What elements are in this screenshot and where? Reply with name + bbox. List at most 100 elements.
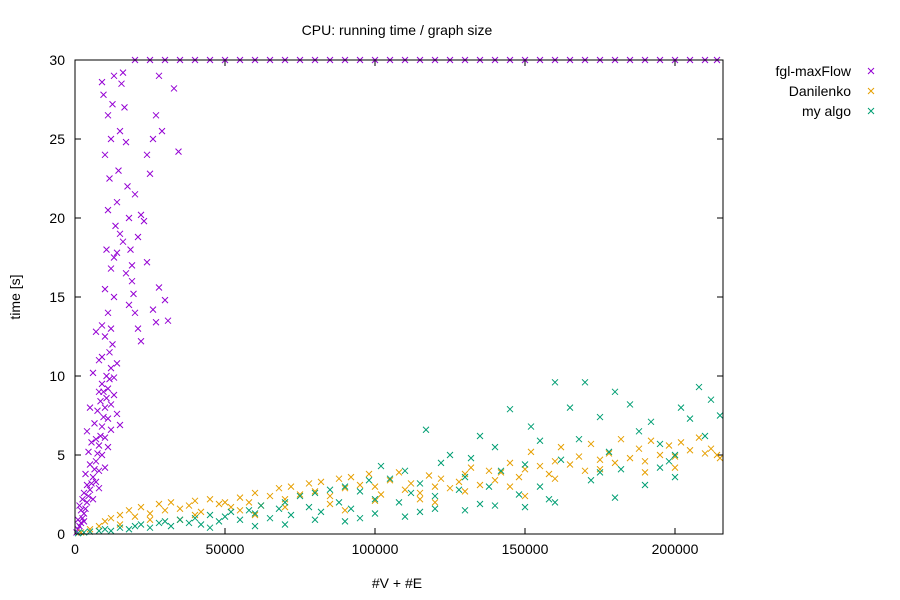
data-point — [281, 521, 289, 528]
data-point — [116, 524, 124, 532]
data-point — [107, 401, 115, 408]
data-point — [671, 464, 679, 471]
data-point — [86, 486, 94, 494]
data-point — [127, 246, 134, 253]
data-point — [80, 518, 88, 525]
legend-label: fgl-maxFlow — [776, 63, 852, 79]
data-point — [656, 464, 664, 471]
data-point — [467, 464, 475, 471]
data-point — [88, 439, 95, 446]
data-point — [143, 151, 151, 159]
data-point — [296, 491, 304, 498]
data-point — [635, 445, 643, 453]
data-point — [86, 525, 94, 533]
data-point — [551, 378, 559, 386]
data-point — [251, 489, 259, 497]
data-point — [641, 469, 649, 476]
data-point — [149, 306, 157, 313]
data-point — [164, 317, 172, 325]
data-point — [695, 383, 703, 391]
legend-marker — [867, 107, 875, 115]
data-point — [455, 478, 463, 486]
data-point — [275, 484, 283, 492]
data-point — [125, 525, 133, 533]
data-point — [407, 480, 415, 487]
x-tick-label: 100000 — [352, 541, 399, 557]
data-point — [665, 442, 673, 449]
data-point — [506, 405, 514, 413]
legend-label: my algo — [802, 103, 851, 119]
legend-marker — [867, 67, 875, 75]
data-point — [98, 353, 106, 361]
data-point — [107, 364, 115, 372]
data-point — [116, 230, 124, 238]
data-point — [485, 467, 493, 475]
data-point — [74, 529, 82, 537]
data-point — [77, 506, 85, 514]
data-point — [113, 360, 121, 367]
data-point — [281, 503, 289, 511]
data-point — [476, 500, 484, 508]
data-point — [112, 222, 119, 230]
data-point — [431, 483, 439, 490]
data-point — [401, 513, 409, 520]
data-point — [527, 448, 535, 456]
data-point — [656, 440, 664, 448]
data-point — [281, 499, 289, 506]
data-point — [677, 439, 685, 446]
data-point — [118, 80, 125, 88]
legend: fgl-maxFlow Danilenko my algo — [776, 63, 875, 119]
data-point — [88, 480, 95, 487]
data-point — [76, 502, 83, 509]
data-point — [137, 521, 145, 528]
data-point — [116, 521, 124, 528]
data-point — [125, 506, 133, 514]
data-point — [581, 467, 589, 475]
data-point — [311, 489, 319, 497]
data-point — [221, 499, 229, 506]
data-point — [356, 514, 364, 522]
data-point — [131, 522, 139, 530]
data-point — [707, 445, 715, 453]
data-point — [82, 470, 89, 478]
data-point — [296, 492, 304, 500]
data-point — [107, 265, 115, 272]
data-point — [326, 486, 334, 494]
data-point — [116, 421, 124, 429]
data-point — [161, 518, 169, 525]
data-point — [446, 484, 454, 492]
x-tick-label: 0 — [71, 541, 79, 557]
data-point — [104, 415, 112, 423]
data-point — [395, 469, 403, 476]
y-tick-label: 10 — [49, 368, 65, 384]
data-point — [431, 492, 439, 500]
data-point — [551, 499, 559, 506]
data-point — [82, 505, 89, 513]
data-point — [95, 442, 103, 449]
data-point — [236, 506, 244, 514]
data-point — [104, 385, 112, 392]
data-point — [80, 489, 88, 497]
data-point — [656, 451, 664, 459]
data-point — [446, 451, 454, 459]
data-point — [206, 524, 214, 532]
data-point — [131, 309, 139, 317]
data-point — [377, 462, 385, 470]
axis-ticks: 0 50000 100000 150000 200000 0 5 10 15 20 25 30 — [49, 52, 723, 557]
data-point — [557, 456, 565, 464]
data-point — [103, 372, 110, 380]
data-point — [92, 457, 100, 465]
data-point — [347, 473, 355, 481]
data-point — [95, 467, 103, 475]
data-point — [491, 476, 499, 484]
data-point — [251, 511, 259, 519]
data-point — [371, 497, 379, 505]
data-point — [185, 519, 193, 527]
x-tick-label: 50000 — [206, 541, 245, 557]
data-point — [170, 85, 178, 92]
data-point — [611, 459, 619, 467]
data-point — [155, 72, 163, 80]
data-point — [83, 499, 91, 506]
data-point — [476, 481, 484, 489]
data-point — [110, 374, 118, 381]
